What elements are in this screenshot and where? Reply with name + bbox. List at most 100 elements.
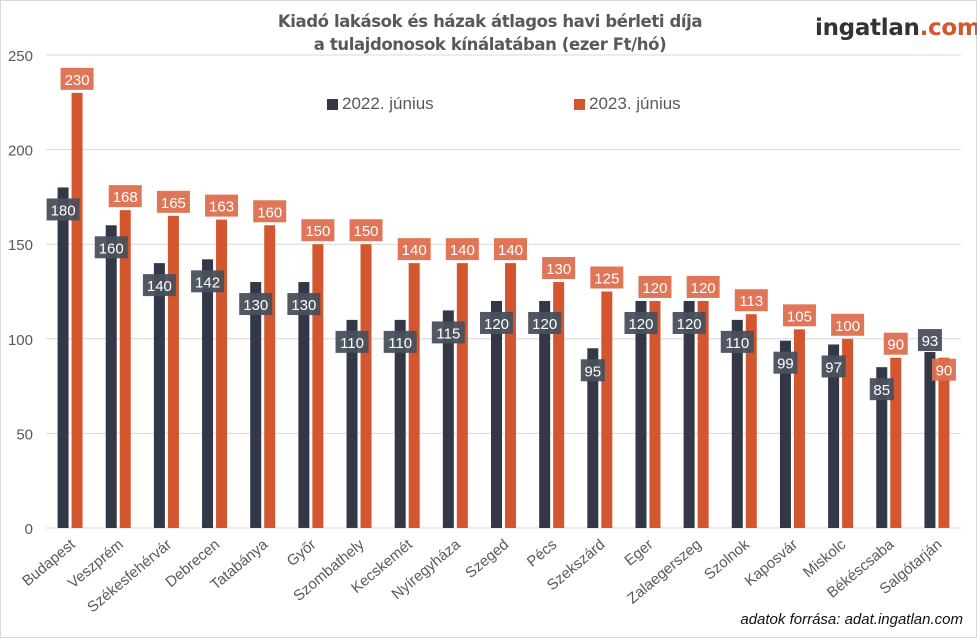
bar-2023 xyxy=(697,300,709,528)
y-tick-label: 150 xyxy=(8,237,33,254)
data-label: 110 xyxy=(725,335,749,352)
legend-item-2022: 2022. június xyxy=(327,94,434,114)
bar-2023 xyxy=(119,210,131,529)
data-label: 115 xyxy=(436,325,460,342)
data-label-bg xyxy=(831,313,865,336)
bar-2023 xyxy=(890,357,902,528)
data-label-bg xyxy=(821,355,846,378)
bar-2022 xyxy=(442,310,454,528)
legend-label-2023: 2023. június xyxy=(589,94,681,113)
data-label-bg xyxy=(335,330,369,353)
data-label-bg xyxy=(397,238,431,261)
data-label: 150 xyxy=(305,223,330,240)
data-label: 125 xyxy=(594,271,619,288)
x-tick-label: Eger xyxy=(621,536,656,569)
chart-title-line1: Kiadó lakások és házak átlagos havi bérl… xyxy=(277,12,703,31)
bar-2022 xyxy=(346,319,358,528)
data-label-bg xyxy=(782,304,816,327)
data-label: 168 xyxy=(113,189,138,206)
data-label-bg xyxy=(142,274,176,297)
data-label-bg xyxy=(431,321,465,344)
legend-label-2022: 2022. június xyxy=(342,94,434,113)
data-label-bg xyxy=(191,270,225,293)
data-label: 180 xyxy=(51,202,76,219)
data-label-bg xyxy=(580,359,605,382)
x-tick-label: Győr xyxy=(284,536,320,570)
data-label: 100 xyxy=(835,318,860,335)
bar-2022 xyxy=(250,282,262,528)
data-label: 140 xyxy=(450,242,475,259)
data-label: 85 xyxy=(873,382,890,399)
data-label: 120 xyxy=(642,280,667,297)
data-label: 230 xyxy=(65,72,90,89)
data-label-bg xyxy=(349,219,383,242)
data-label: 120 xyxy=(484,316,509,333)
bar-2022 xyxy=(202,259,214,528)
data-label-bg xyxy=(590,266,624,289)
chart-title-line2: a tulajdonosok kínálatában (ezer Ft/hó) xyxy=(313,35,667,54)
data-label-bg xyxy=(301,219,335,242)
x-axis-ticks: BudapestVeszprémSzékesfehérvárDebrecenTa… xyxy=(19,536,945,617)
data-label: 130 xyxy=(291,297,316,314)
data-label-bg xyxy=(773,351,798,374)
data-label-bg xyxy=(734,289,768,312)
data-label-bg xyxy=(638,275,672,298)
data-label-bg xyxy=(672,311,706,334)
legend-swatch-2023 xyxy=(574,98,585,110)
data-label-bg xyxy=(156,190,190,213)
bar-2022 xyxy=(298,282,310,528)
bar-2023 xyxy=(264,225,276,528)
bar-2023 xyxy=(71,92,83,528)
y-tick-label: 200 xyxy=(8,143,33,160)
bar-2022 xyxy=(105,225,117,528)
bar-2022 xyxy=(587,348,599,528)
data-label-bg xyxy=(494,238,527,261)
data-label: 160 xyxy=(257,204,282,221)
data-label: 110 xyxy=(340,335,364,352)
data-label-bg xyxy=(287,293,321,316)
bar-2023 xyxy=(312,244,324,528)
data-label-bg xyxy=(917,329,942,352)
bar-2023 xyxy=(505,263,516,528)
gridlines xyxy=(46,54,961,529)
logo-main: ingatlan xyxy=(815,15,920,41)
data-label-bg xyxy=(869,378,894,401)
data-label: 120 xyxy=(677,316,702,333)
bar-2022 xyxy=(394,319,406,528)
legend-swatch-2022 xyxy=(327,98,338,110)
data-label: 90 xyxy=(887,337,904,354)
data-label: 160 xyxy=(99,240,124,257)
bar-2022 xyxy=(635,300,647,528)
chart-title: Kiadó lakások és házak átlagos havi bérl… xyxy=(240,10,740,56)
data-label: 90 xyxy=(936,363,953,380)
x-tick-label: Székesfehérvár xyxy=(84,536,175,616)
data-label-bg xyxy=(383,330,417,353)
bar-2022 xyxy=(153,263,165,528)
data-label: 93 xyxy=(922,333,939,350)
data-label-bg xyxy=(931,358,956,381)
bar-2023 xyxy=(938,357,950,528)
data-label: 105 xyxy=(787,308,812,325)
bar-2022 xyxy=(828,344,840,528)
data-label-bg xyxy=(528,311,562,334)
data-label-bg xyxy=(94,236,128,259)
bar-2023 xyxy=(360,244,372,528)
data-label-bg xyxy=(445,238,479,261)
bar-2023 xyxy=(793,329,805,528)
bar-2022 xyxy=(491,300,502,528)
bar-2022 xyxy=(779,340,791,528)
data-label: 99 xyxy=(777,356,794,373)
data-label: 120 xyxy=(628,316,653,333)
data-label: 97 xyxy=(825,359,842,376)
bar-2023 xyxy=(842,338,854,528)
x-tick-label: Szeged xyxy=(462,536,512,582)
bar-2023 xyxy=(456,263,468,528)
y-tick-label: 100 xyxy=(8,332,33,349)
data-label-bg xyxy=(720,330,754,353)
bar-2023 xyxy=(745,314,757,528)
data-label-bg xyxy=(239,293,273,316)
bar-2023 xyxy=(649,300,661,528)
data-label-bg xyxy=(480,311,513,334)
data-label: 95 xyxy=(584,363,601,380)
